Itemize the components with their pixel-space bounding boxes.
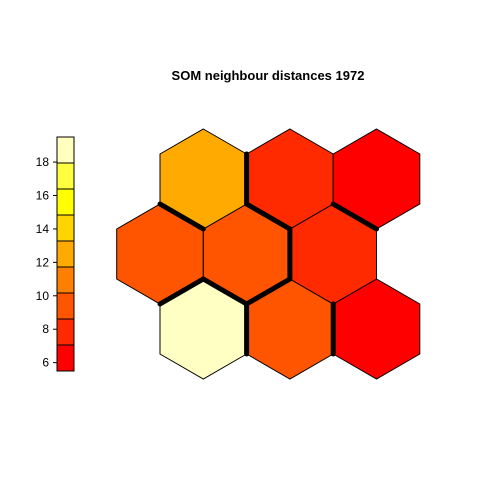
cluster-boundary (330, 201, 380, 232)
cluster-boundaries (157, 151, 380, 357)
scale-tick-label: 12 (36, 255, 50, 269)
hex-grid (116, 128, 421, 380)
cluster-boundary (200, 276, 250, 307)
scale-swatch (56, 188, 75, 216)
scale-swatch (56, 318, 75, 346)
scale-swatch (56, 344, 75, 372)
cluster-boundary (244, 276, 293, 307)
color-scale: 6 8 10 12 14 16 18 (36, 136, 75, 372)
scale-swatch (56, 240, 75, 268)
scale-swatch (56, 292, 75, 320)
scale-tick-label: 16 (36, 189, 50, 203)
scale-tick-label: 6 (42, 356, 49, 370)
scale-swatch (56, 266, 75, 294)
scale-tick-label: 8 (42, 322, 49, 336)
scale-tick-label: 14 (36, 222, 50, 236)
scale-swatch (56, 162, 75, 190)
scale-swatch (56, 214, 75, 242)
chart-title: SOM neighbour distances 1972 (172, 68, 365, 83)
cluster-boundary (157, 201, 206, 232)
scale-swatch (56, 136, 75, 164)
scale-tick-label: 10 (36, 289, 50, 303)
scale-tick-label: 18 (36, 155, 50, 169)
cluster-boundary (157, 276, 206, 307)
cluster-boundary (244, 201, 293, 232)
